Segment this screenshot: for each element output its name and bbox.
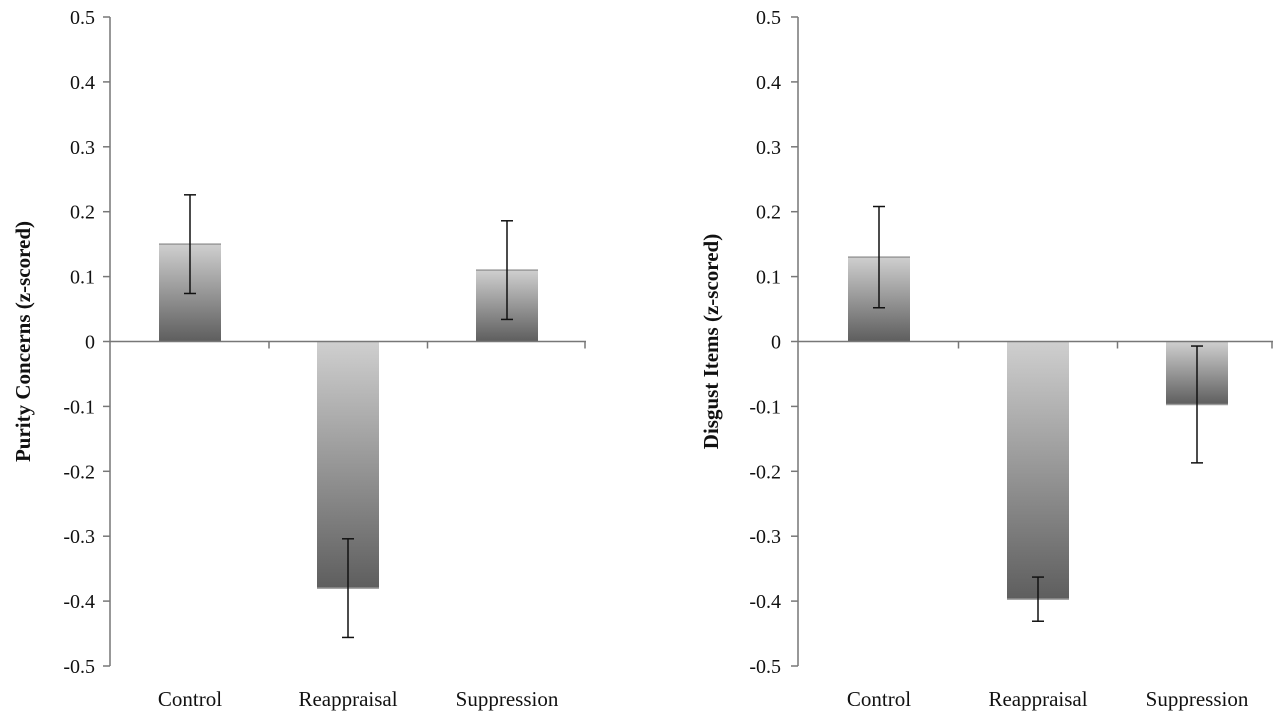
y-tick-label: 0.2 (756, 202, 781, 224)
y-tick-label: 0.3 (70, 137, 95, 159)
y-tick-label: 0.4 (756, 72, 781, 94)
y-tick-label: 0 (85, 332, 95, 354)
y-tick-label: -0.1 (63, 396, 95, 418)
y-axis-title: Purity Concerns (z-scored) (11, 221, 35, 462)
y-tick-label: -0.2 (749, 461, 781, 483)
y-tick-label: -0.4 (63, 591, 95, 613)
category-label-suppression: Suppression (456, 687, 559, 711)
category-label-reappraisal: Reappraisal (988, 687, 1087, 711)
y-tick-label: -0.1 (749, 396, 781, 418)
category-label-suppression: Suppression (1146, 687, 1249, 711)
y-tick-label: 0.4 (70, 72, 95, 94)
y-tick-label: 0.2 (70, 202, 95, 224)
bar-reappraisal (1007, 341, 1069, 600)
y-axis-title: Disgust Items (z-scored) (699, 234, 723, 449)
y-tick-label: -0.2 (63, 461, 95, 483)
y-tick-label: 0.1 (70, 267, 95, 289)
y-tick-label: 0 (771, 332, 781, 354)
category-label-reappraisal: Reappraisal (298, 687, 397, 711)
category-label-control: Control (158, 687, 222, 711)
y-tick-label: -0.5 (749, 656, 781, 678)
category-label-control: Control (847, 687, 911, 711)
y-tick-label: -0.4 (749, 591, 781, 613)
y-tick-label: -0.5 (63, 656, 95, 678)
y-tick-label: -0.3 (749, 526, 781, 548)
y-tick-label: -0.3 (63, 526, 95, 548)
y-tick-label: 0.5 (756, 7, 781, 29)
y-tick-label: 0.3 (756, 137, 781, 159)
y-tick-label: 0.5 (70, 7, 95, 29)
y-tick-label: 0.1 (756, 267, 781, 289)
